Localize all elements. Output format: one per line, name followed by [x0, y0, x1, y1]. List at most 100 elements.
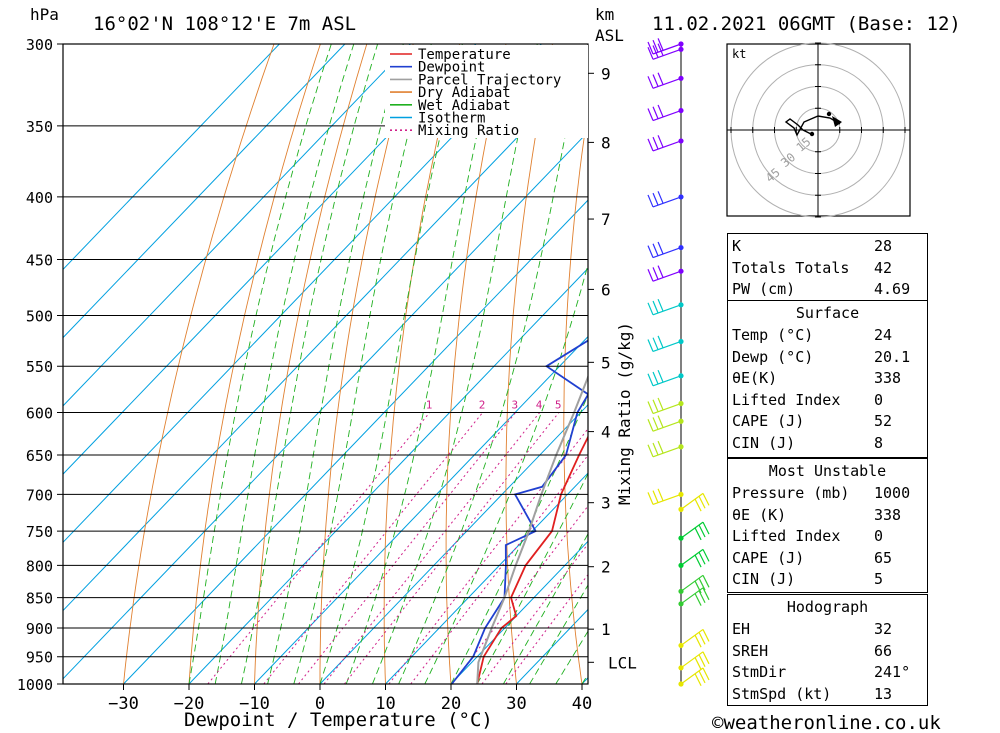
wind-barb	[647, 38, 682, 55]
stat-value: 42	[874, 258, 893, 277]
stat-label: Temp (°C)	[732, 326, 814, 344]
dry-adiabat-line	[123, 44, 275, 684]
hodograph-point	[826, 111, 832, 117]
wind-barb	[680, 548, 710, 568]
isotherm-line	[123, 199, 588, 684]
pressure-tick-label: 950	[26, 649, 53, 667]
stat-value: 338	[874, 505, 902, 524]
location-title: 16°02'N 108°12'E 7m ASL	[93, 13, 356, 35]
dry-adiabat-line	[970, 44, 1000, 684]
stat-label: Lifted Index	[732, 527, 841, 545]
km-tick-label: 6	[601, 280, 611, 299]
stat-row: K 28	[728, 236, 927, 257]
pressure-tick-label: 1000	[17, 676, 53, 694]
wet-adiabat-line	[398, 44, 584, 684]
legend-label: Wet Adiabat	[418, 98, 511, 114]
legend-label: Dewpoint	[418, 60, 485, 76]
legend-label: Parcel Trajectory	[418, 72, 561, 88]
stat-row: CIN (J) 8	[728, 433, 927, 454]
wind-barb	[680, 521, 710, 541]
x-axis-label: Dewpoint / Temperature (°C)	[184, 709, 493, 731]
isotherm-line	[385, 472, 588, 684]
stat-value: 8	[874, 433, 884, 452]
stat-label: SREH	[732, 641, 769, 660]
mixing-ratio-line	[481, 543, 588, 684]
plot-frame	[62, 43, 589, 685]
pressure-tick-label: 700	[26, 486, 53, 504]
wet-adiabat-line	[293, 44, 432, 684]
stat-label: CIN (J)	[732, 570, 796, 588]
pressure-tick-label: 500	[26, 308, 53, 326]
dry-adiabat-line	[505, 44, 553, 684]
legend-label: Isotherm	[418, 111, 485, 127]
stat-row: CAPE (J) 52	[728, 411, 927, 432]
km-tick-label: 3	[601, 494, 611, 513]
mixing-ratio-axis-label: Mixing Ratio (g/kg)	[615, 322, 634, 505]
wind-barb	[647, 241, 682, 259]
stat-row: PW (cm) 4.69	[728, 279, 927, 300]
panel-title: Most Unstable	[768, 462, 887, 480]
stat-value: 241°	[874, 663, 911, 681]
isotherm-line	[63, 44, 477, 475]
mixing-ratio-label: 1	[426, 399, 433, 412]
km-tick-label: 4	[601, 423, 611, 442]
wind-barb	[647, 369, 682, 387]
wind-barb	[680, 667, 710, 687]
isotherm-line	[188, 267, 588, 684]
wind-barb	[647, 440, 682, 458]
wind-barb	[647, 488, 682, 505]
wet-adiabat-line	[319, 44, 463, 684]
wind-barb	[680, 587, 710, 606]
stat-label: Totals Totals	[732, 258, 850, 277]
indices-panel: K 28 Totals Totals 42 PW (cm) 4.69	[727, 233, 928, 301]
stat-row: θE (K) 338	[728, 505, 927, 526]
stat-row: StmDir 241°	[728, 662, 927, 683]
wind-barb	[647, 191, 682, 208]
wet-adiabat-line	[345, 44, 498, 684]
stat-label: θE(K)	[732, 369, 778, 387]
stat-label: StmDir	[732, 663, 787, 681]
stat-row: Dewp (°C) 20.1	[728, 347, 927, 368]
stat-value: 24	[874, 326, 893, 344]
dry-adiabat-line	[188, 44, 321, 684]
isotherm-line	[63, 131, 588, 680]
stat-label: EH	[732, 620, 751, 638]
stat-label: K	[732, 237, 742, 255]
x-tick-label: −30	[108, 694, 139, 714]
mixing-ratio-line	[451, 505, 588, 684]
mixing-ratio-label: 3	[512, 399, 519, 412]
stat-row: EH 32	[728, 619, 927, 640]
hodograph-unit: kt	[732, 47, 746, 61]
x-tick-label: 30	[506, 694, 526, 714]
km-tick-label: 8	[601, 133, 611, 152]
wind-barb-dot	[678, 244, 684, 251]
panel-title: Surface	[795, 304, 860, 322]
date-title: 11.02.2021 06GMT (Base: 12)	[652, 13, 961, 35]
stat-value: 66	[874, 641, 893, 660]
wind-barb	[680, 492, 710, 512]
wind-barb	[680, 574, 710, 594]
stat-value: 1000	[874, 484, 911, 502]
wind-barb	[647, 397, 682, 415]
wind-barb	[647, 265, 682, 282]
hodograph-trace	[784, 115, 841, 137]
stat-row: CAPE (J) 65	[728, 548, 927, 569]
mixing-ratio-line	[207, 412, 431, 684]
pressure-tick-label: 400	[26, 189, 53, 207]
wet-adiabat-line	[267, 44, 404, 684]
temperature-line	[476, 435, 588, 684]
legend-label: Temperature	[418, 47, 511, 63]
stat-value: 13	[874, 684, 893, 703]
pressure-tick-label: 800	[26, 557, 53, 575]
asl-unit: ASL	[595, 26, 624, 45]
legend-label: Dry Adiabat	[418, 85, 511, 101]
isotherm-line	[254, 335, 588, 684]
stat-value: 65	[874, 548, 893, 567]
stat-label: Pressure (mb)	[732, 484, 850, 502]
stat-label: θE (K)	[732, 505, 787, 524]
isotherm-line	[450, 540, 588, 684]
mixing-ratio-label: 25	[707, 399, 720, 412]
stat-label: Lifted Index	[732, 390, 841, 409]
pressure-tick-label: 850	[26, 590, 53, 608]
